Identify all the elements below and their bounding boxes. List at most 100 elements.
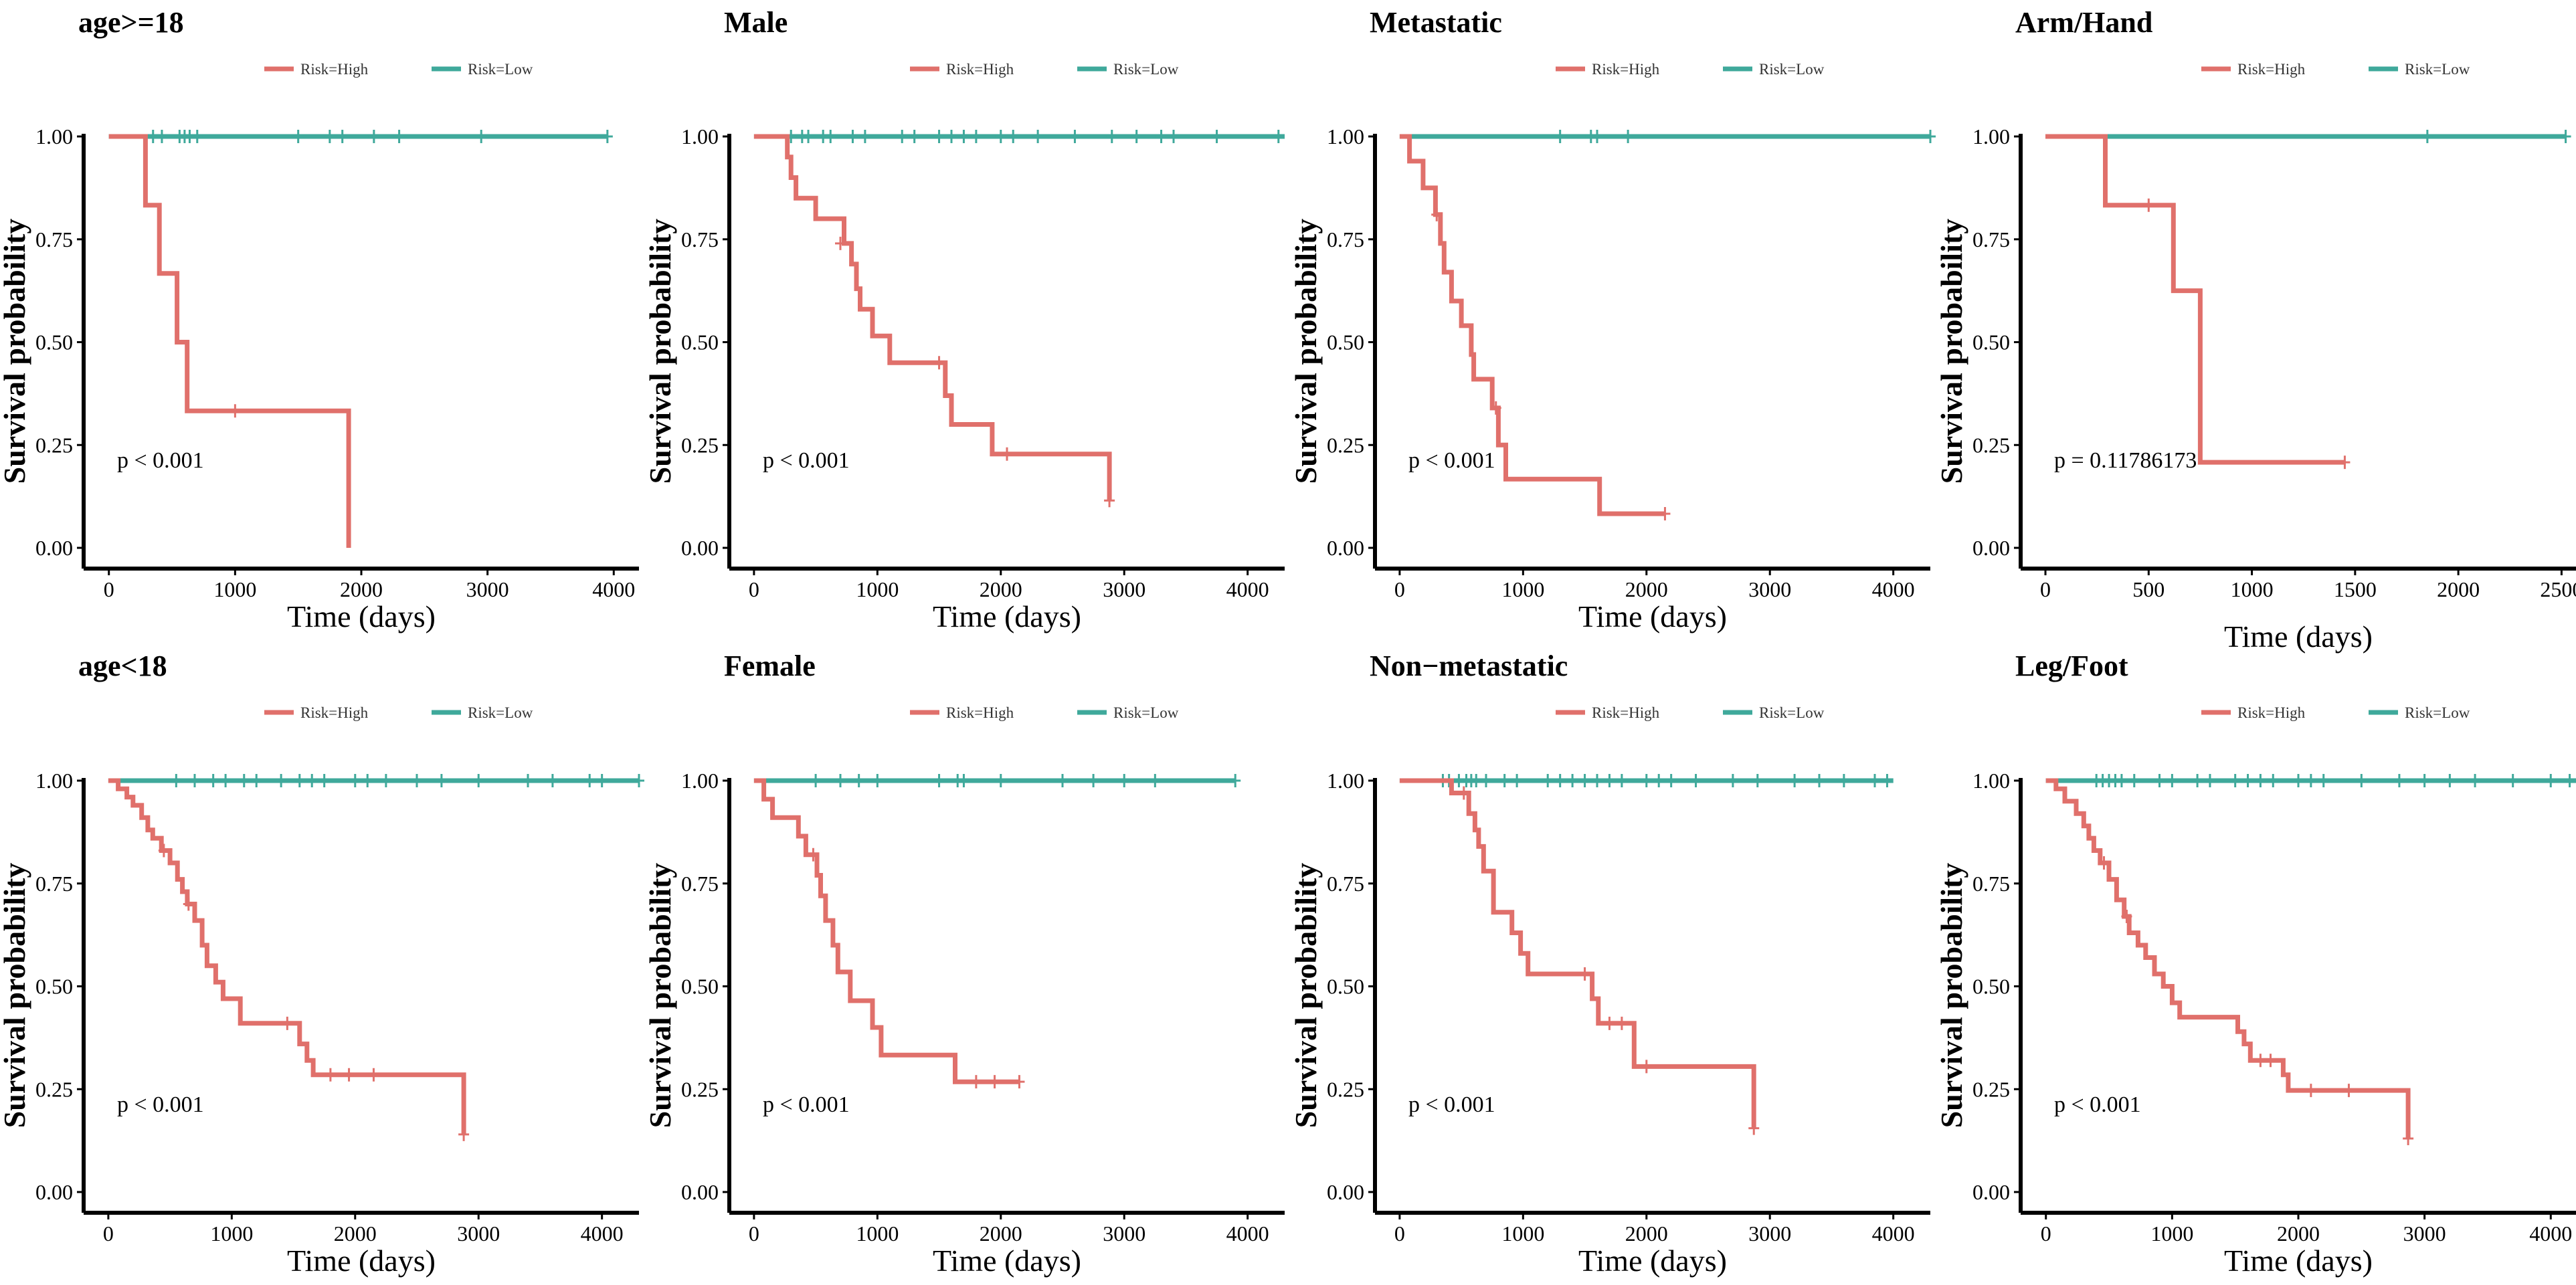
x-tick-label: 0 [749, 1221, 759, 1246]
censor-mark [995, 130, 1006, 143]
y-tick-label: 0.00 [35, 1180, 73, 1204]
x-tick-label: 4000 [2529, 1221, 2572, 1246]
censor-mark [343, 1068, 355, 1082]
censor-mark [847, 130, 858, 143]
censor-mark [1119, 774, 1130, 787]
legend: Risk=High Risk=Low [910, 61, 1179, 78]
km-curve-high [108, 778, 466, 1134]
censor-mark [1579, 967, 1590, 981]
censor-mark [803, 130, 814, 143]
censor-mark [1690, 774, 1701, 787]
legend: Risk=High Risk=Low [910, 704, 1179, 721]
km-panel: Female Risk=High Risk=Low 0.00 0.25 0.50 0.75 1… [643, 650, 1285, 1278]
censor-mark [229, 404, 241, 418]
censor-mark [1230, 774, 1241, 787]
censor-mark [325, 1068, 336, 1082]
y-tick-label: 0.25 [1972, 1077, 2010, 1101]
y-axis-label: Survival probability [1934, 863, 1968, 1128]
censor-mark [1869, 774, 1880, 787]
censor-mark [2564, 774, 2575, 787]
legend-label: Risk=High [946, 61, 1014, 78]
x-tick-label: 2000 [2437, 577, 2480, 601]
censor-mark [2444, 774, 2456, 787]
censor-mark [207, 774, 219, 787]
km-panel: age>=18 Risk=High Risk=Low 0.00 0.25 0.50 0.75… [0, 6, 639, 633]
legend-label: Risk=High [300, 704, 369, 721]
x-tick-label: 2000 [1625, 577, 1668, 601]
censor-mark [808, 848, 819, 862]
km-panel: Leg/Foot Risk=High Risk=Low 0.00 0.25 0.50 0.7… [1934, 650, 2576, 1278]
y-tick-label: 0.75 [35, 872, 73, 896]
x-tick-label: 3000 [466, 577, 509, 601]
censor-mark [183, 897, 194, 911]
censor-mark [1604, 1016, 1615, 1030]
censor-mark [2305, 774, 2316, 787]
legend-label: Risk=High [1592, 704, 1660, 721]
legend-label: Risk=Low [1759, 704, 1825, 721]
censor-mark [337, 130, 348, 143]
censor-mark [1273, 130, 1284, 143]
y-tick-label: 0.25 [681, 433, 719, 457]
censor-mark [2255, 1054, 2266, 1068]
p-value: p < 0.001 [1408, 448, 1495, 473]
censor-mark [1579, 774, 1590, 787]
panel-title: Male [724, 6, 788, 39]
legend: Risk=High Risk=Low [2201, 61, 2470, 78]
legend-label: Risk=High [946, 704, 1014, 721]
censor-mark [946, 130, 957, 143]
y-axis-label: Survival probability [643, 863, 677, 1128]
censor-mark [1592, 130, 1602, 143]
km-panel: Metastatic Risk=High Risk=Low 0.00 0.25 0.50 0… [1289, 6, 1936, 633]
censor-mark [158, 844, 169, 858]
censor-mark [238, 774, 250, 787]
y-tick-label: 0.50 [1972, 330, 2010, 355]
x-tick-label: 3000 [1748, 577, 1791, 601]
censor-mark [476, 130, 487, 143]
censor-mark [362, 774, 373, 787]
censor-mark [602, 130, 613, 143]
censor-mark [933, 774, 945, 787]
censor-mark [1592, 774, 1602, 787]
x-tick-label: 1000 [856, 577, 899, 601]
y-tick-label: 0.75 [1972, 227, 2010, 252]
y-tick-label: 0.25 [1327, 1077, 1364, 1101]
y-tick-label: 0.50 [35, 330, 73, 355]
km-curve-high [2045, 134, 2345, 465]
censor-mark [1032, 130, 1044, 143]
censor-mark [970, 1075, 982, 1089]
censor-mark [995, 774, 1006, 787]
censor-mark [1641, 774, 1652, 787]
censor-mark [2116, 774, 2127, 787]
censor-mark [1168, 130, 1179, 143]
y-tick-label: 1.00 [35, 124, 73, 149]
y-tick-label: 0.50 [681, 975, 719, 999]
x-tick-label: 0 [1394, 1221, 1405, 1246]
y-axis-label: Survival probability [0, 863, 31, 1128]
censor-mark [2507, 774, 2518, 787]
x-tick-label: 0 [2041, 1221, 2051, 1246]
censor-mark [2421, 130, 2433, 143]
y-tick-label: 1.00 [1327, 124, 1364, 149]
censor-mark [1002, 447, 1012, 461]
censor-mark [2242, 774, 2253, 787]
x-tick-label: 4000 [581, 1221, 624, 1246]
y-tick-label: 0.50 [1972, 975, 2010, 999]
p-value: p < 0.001 [117, 448, 204, 473]
censor-mark [2268, 774, 2279, 787]
censor-mark [191, 130, 203, 143]
y-tick-label: 1.00 [681, 769, 719, 793]
y-tick-label: 0.75 [1327, 227, 1364, 252]
censor-mark [835, 774, 846, 787]
x-axis-label: Time (days) [2224, 619, 2373, 654]
panel-title: Leg/Foot [2015, 650, 2128, 682]
censor-mark [1471, 774, 1482, 787]
panel-title: age<18 [78, 650, 167, 682]
censor-mark [189, 774, 200, 787]
y-axis-label: Survival probability [1934, 219, 1968, 484]
y-tick-label: 0.25 [35, 1077, 73, 1101]
censor-mark [2403, 1132, 2414, 1146]
censor-mark [1748, 1121, 1760, 1135]
x-axis-label: Time (days) [2224, 1244, 2373, 1278]
p-value: p < 0.001 [2054, 1092, 2141, 1117]
censor-mark [2154, 774, 2165, 787]
